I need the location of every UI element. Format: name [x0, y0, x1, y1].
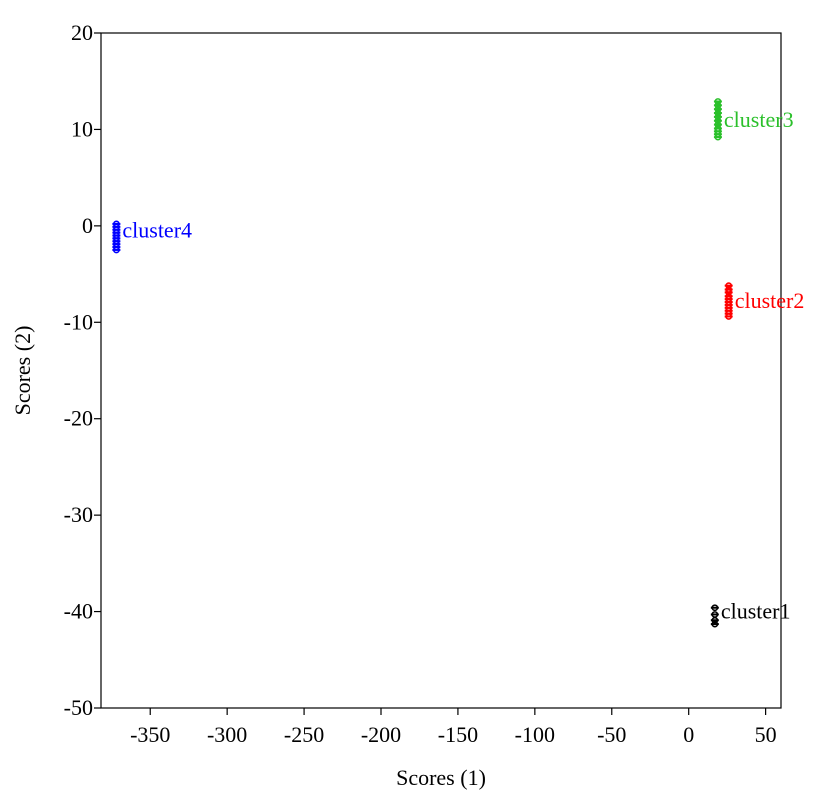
data-point-cluster1 — [710, 620, 719, 628]
y-tick-label: 0 — [82, 213, 93, 238]
y-axis-title: Scores (2) — [10, 326, 35, 416]
y-tick-label: -10 — [64, 309, 93, 334]
data-point-cluster3 — [713, 113, 722, 121]
x-axis-title: Scores (1) — [396, 765, 486, 790]
data-point-cluster3 — [713, 98, 722, 105]
data-point-cluster3 — [713, 117, 722, 125]
y-tick-label: -50 — [64, 695, 93, 720]
data-point-cluster2 — [724, 282, 733, 290]
y-tick-label: 10 — [71, 116, 93, 141]
data-point-cluster3 — [713, 105, 722, 113]
data-point-cluster1 — [710, 604, 719, 612]
cluster-label-cluster3: cluster3 — [724, 107, 794, 132]
y-tick-label: -20 — [64, 406, 93, 431]
data-point-cluster3 — [713, 121, 722, 129]
data-point-cluster4 — [112, 246, 121, 254]
cluster-labels: cluster1 cluster2 cluster3 cluster4 — [122, 107, 804, 624]
cluster-label-cluster1: cluster1 — [721, 599, 791, 624]
data-point-cluster2 — [724, 288, 733, 296]
x-tick-label: 0 — [683, 722, 694, 747]
x-axis: -350 -300 -250 -200 -150 -100 -50 0 50 — [130, 708, 777, 747]
cluster-label-cluster2: cluster2 — [735, 288, 805, 313]
x-tick-label: 50 — [755, 722, 777, 747]
x-tick-label: -250 — [284, 722, 324, 747]
x-tick-label: -300 — [207, 722, 247, 747]
x-tick-label: -350 — [130, 722, 170, 747]
plot-area-frame — [100, 32, 782, 709]
y-tick-label: -30 — [64, 502, 93, 527]
data-point-cluster1 — [710, 611, 719, 618]
data-points — [112, 98, 733, 628]
x-tick-label: -100 — [515, 722, 555, 747]
data-point-cluster3 — [713, 133, 722, 141]
y-tick-label: 20 — [71, 20, 93, 45]
data-point-cluster3 — [713, 109, 722, 117]
data-point-cluster1 — [710, 616, 719, 624]
data-point-cluster2 — [724, 313, 733, 320]
cluster-label-cluster4: cluster4 — [122, 218, 192, 243]
y-tick-label: -40 — [64, 599, 93, 624]
x-tick-label: -200 — [361, 722, 401, 747]
x-tick-label: -150 — [438, 722, 478, 747]
x-tick-label: -50 — [597, 722, 626, 747]
y-axis: 20 10 0 -10 -20 -30 -40 -50 — [64, 20, 101, 720]
data-point-cluster3 — [713, 101, 722, 109]
